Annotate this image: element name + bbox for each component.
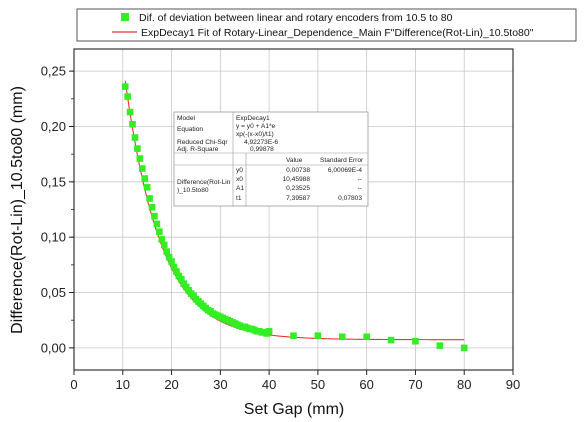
x-axis-title: Set Gap (mm) [244,401,344,418]
table-stderr: -- [358,185,362,192]
table-value-header: Value [286,157,303,164]
gridlines [74,49,513,370]
data-point [134,145,141,152]
x-ticks: 0 10 20 30 40 50 60 70 80 90 [70,370,520,392]
data-point [387,336,395,344]
data-point [136,155,144,162]
table-row: A1 0,23525 -- [236,185,362,192]
x-tick-label: 90 [506,377,520,392]
data-point [143,184,151,191]
data-point [160,241,168,249]
table-row: y0 0,00738 6,00069E-4 [236,167,362,174]
fit-results-table: Model ExpDecay1 Equation y = y0 + A1*e x… [173,111,369,207]
data-point [121,83,129,90]
data-point [436,342,444,349]
axes [73,48,514,371]
data-point [158,236,166,243]
data-point [138,165,146,172]
table-equation-line1: y = y0 + A1*e [236,123,276,130]
data-point [180,280,188,287]
table-value: 0,23525 [286,185,310,192]
data-point [190,292,197,300]
table-rsq-value: 0,99878 [250,146,274,153]
data-point [185,287,192,294]
table-value: 7,39587 [286,195,310,202]
table-stderr-header: Standard Error [320,157,364,164]
data-point [151,212,158,220]
x-tick-label: 80 [457,377,471,392]
y-tick-label: 0,00 [41,340,66,355]
table-param: t1 [236,195,242,202]
scatter-points [121,83,468,352]
data-point [178,275,185,283]
legend-label-fit: ExpDecay1 Fit of Rotary-Linear_Dependenc… [141,27,534,39]
data-point [126,108,134,116]
table-param: x0 [236,176,243,183]
table-rsq-label: Adj. R-Square [177,146,219,153]
table-stderr: 6,00069E-4 [328,167,362,174]
table-stderr: -- [358,176,362,183]
data-point [168,258,175,265]
data-point [163,248,170,255]
data-point [338,333,346,341]
table-model-value: ExpDecay1 [236,115,270,122]
x-tick-label: 30 [213,377,227,392]
y-ticks: 0,00 0,05 0,10 0,15 0,20 0,25 [41,64,74,355]
x-tick-label: 40 [262,377,276,392]
data-point [173,268,180,275]
data-point [165,253,173,261]
table-row: x0 10,45988 -- [236,176,362,183]
table-value: 0,00738 [286,167,310,174]
table-value: 10,45988 [282,176,310,183]
x-tick-label: 60 [359,377,373,392]
table-param: y0 [236,167,243,174]
legend: Dif. of deviation between linear and rot… [76,8,577,42]
y-tick-label: 0,20 [41,119,66,134]
table-model-label: Model [177,115,195,122]
data-point [129,120,136,128]
table-equation-line2: xp(-(x-x0)/t1) [236,131,274,138]
data-point [141,175,149,182]
x-tick-label: 10 [116,377,130,392]
table-chisqr-label: Reduced Chi-Sqr [177,139,228,146]
data-point [460,344,468,352]
data-point [265,327,273,335]
data-point [314,332,322,339]
x-tick-label: 20 [164,377,178,392]
y-tick-label: 0,25 [41,64,66,79]
data-point [156,228,163,235]
data-point [170,263,178,271]
table-row: t1 7,39587 0,07803 [236,195,362,202]
table-group-label: Difference(Rot-Lin [177,179,231,186]
y-tick-label: 0,10 [41,230,66,245]
x-tick-label: 50 [311,377,325,392]
y-tick-label: 0,05 [41,285,66,300]
table-frame [173,111,369,207]
x-tick-label: 70 [408,377,422,392]
table-group-label: )_10.5to80 [177,187,209,194]
data-point [412,337,419,345]
table-equation-label: Equation [177,126,203,133]
data-point [290,332,297,339]
legend-frame [76,8,577,42]
data-point [175,272,183,280]
legend-marker-scatter [121,13,129,21]
data-point [148,203,156,211]
table-stderr: 0,07803 [338,195,362,202]
plot-frame [73,48,514,371]
data-point [146,195,153,202]
y-axis-title: Difference(Rot-Lin)_10.5to80 (mm) [9,86,26,334]
data-point [124,93,131,100]
x-tick-label: 0 [70,377,77,392]
table-chisqr-value: 4,92273E-6 [244,139,278,146]
table-param: A1 [236,185,244,192]
data-point [182,283,190,291]
data-point [153,220,161,228]
data-point [363,333,370,341]
legend-label-scatter: Dif. of deviation between linear and rot… [139,12,453,24]
data-point [131,134,139,141]
y-tick-label: 0,15 [41,174,66,189]
